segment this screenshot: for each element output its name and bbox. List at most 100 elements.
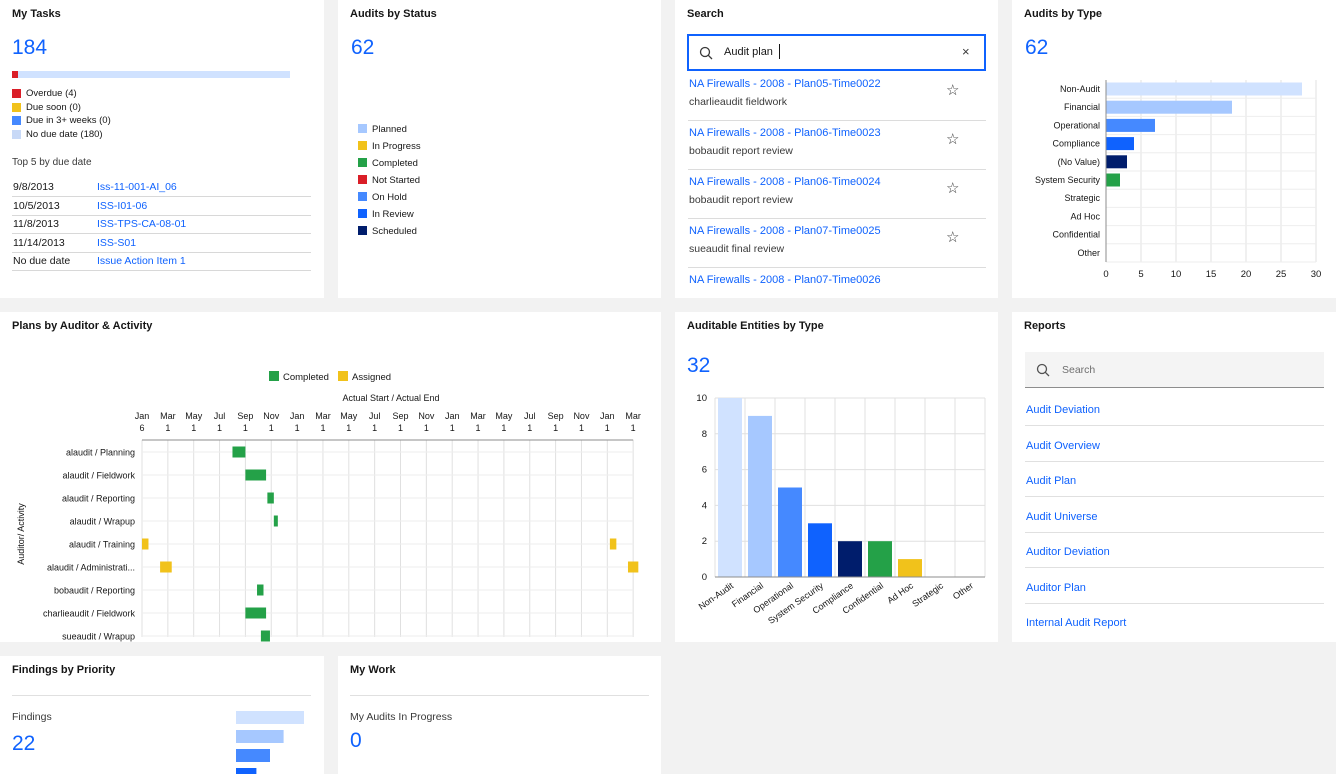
bar <box>808 523 832 577</box>
gantt-bar <box>267 492 274 504</box>
tick-label: 15 <box>1206 269 1217 280</box>
search-box[interactable]: Audit plan × <box>687 34 986 71</box>
tick-month: Jul <box>214 411 226 421</box>
audit-count[interactable]: 62 <box>351 36 375 59</box>
category-label: Non-Audit <box>1060 84 1101 94</box>
report-item[interactable]: Audit Plan <box>1025 461 1324 497</box>
result-title[interactable]: NA Firewalls - 2008 - Plan07-Time0026 <box>689 274 881 286</box>
report-link[interactable]: Auditor Plan <box>1026 581 1086 594</box>
legend-label: Completed <box>283 372 329 383</box>
search-result[interactable]: NA Firewalls - 2008 - Plan07-Time0025 sue… <box>688 218 986 268</box>
my-audits-count[interactable]: 0 <box>350 729 362 752</box>
legend-swatch <box>12 129 21 139</box>
report-link[interactable]: Audit Overview <box>1026 439 1100 452</box>
star-icon[interactable]: ☆ <box>946 82 960 99</box>
tick-day: 1 <box>476 423 481 433</box>
row-label: alaudit / Fieldwork <box>62 471 135 481</box>
tick-month: Nov <box>573 411 590 421</box>
report-link[interactable]: Internal Audit Report <box>1026 617 1127 629</box>
bar <box>898 559 922 577</box>
result-title[interactable]: NA Firewalls - 2008 - Plan06-Time0024 <box>689 176 881 188</box>
tick-month: Mar <box>625 411 641 421</box>
search-result[interactable]: NA Firewalls - 2008 - Plan06-Time0023 bob… <box>688 120 986 170</box>
table-row: 11/14/2013 ISS-S01 <box>12 234 311 253</box>
my-tasks-tile: My Tasks 184 Top 5 by due date Overdue (… <box>0 0 324 298</box>
star-icon[interactable]: ☆ <box>946 180 960 197</box>
row-label: bobaudit / Reporting <box>54 586 135 596</box>
result-title[interactable]: NA Firewalls - 2008 - Plan05-Time0022 <box>689 78 881 90</box>
overdue-fill <box>12 71 19 78</box>
search-result[interactable]: NA Firewalls - 2008 - Plan05-Time0022 cha… <box>688 71 986 121</box>
report-item[interactable]: Audit Deviation <box>1025 390 1324 426</box>
result-title[interactable]: NA Firewalls - 2008 - Plan07-Time0025 <box>689 225 881 237</box>
task-link[interactable]: ISS-I01-06 <box>97 199 148 212</box>
bar <box>236 768 257 774</box>
search-query[interactable]: Audit plan <box>724 46 773 58</box>
legend-label: Due soon (0) <box>26 101 81 113</box>
task-link[interactable]: Issue Action Item 1 <box>97 255 186 267</box>
tick-day: 1 <box>269 423 274 433</box>
tick-label: 20 <box>1241 269 1252 280</box>
legend-label: Scheduled <box>372 226 417 237</box>
tick-day: 1 <box>527 423 532 433</box>
reports-search-box[interactable]: Search <box>1025 352 1324 388</box>
tick-month: May <box>185 411 203 421</box>
legend-swatch <box>269 371 279 381</box>
report-link[interactable]: Auditor Deviation <box>1026 546 1110 558</box>
category-label: Other <box>951 580 975 601</box>
entities-count[interactable]: 32 <box>687 354 711 377</box>
findings-count[interactable]: 22 <box>12 732 36 755</box>
report-item[interactable]: Auditor Plan <box>1025 568 1324 604</box>
tick-day: 1 <box>579 423 584 433</box>
tile-title: My Work <box>350 664 396 676</box>
plans-tile: Plans by Auditor & Activity Completed Ass… <box>0 312 661 642</box>
report-link[interactable]: Audit Universe <box>1026 510 1098 523</box>
tile-title: My Tasks <box>12 8 61 20</box>
tile-title: Audits by Type <box>1024 8 1103 20</box>
report-item[interactable]: Auditor Deviation <box>1025 532 1324 568</box>
search-cursor <box>779 44 780 59</box>
star-icon[interactable]: ☆ <box>946 131 960 148</box>
tile-title: Findings by Priority <box>12 664 116 676</box>
audit-type-count[interactable]: 62 <box>1025 36 1049 59</box>
tick-day: 1 <box>372 423 377 433</box>
report-item[interactable]: Audit Universe <box>1025 497 1324 533</box>
search-result[interactable]: NA Firewalls - 2008 - Plan06-Time0024 bob… <box>688 169 986 219</box>
result-title[interactable]: NA Firewalls - 2008 - Plan06-Time0023 <box>689 127 881 139</box>
category-label: Financial <box>1064 102 1100 112</box>
row-label: alaudit / Administrati... <box>47 563 135 573</box>
legend-label: Planned <box>372 124 407 135</box>
task-count[interactable]: 184 <box>12 36 48 59</box>
bar <box>236 711 304 724</box>
tile-title: Search <box>687 8 724 20</box>
row-label: alaudit / Wrapup <box>70 517 135 527</box>
due-date: 11/14/2013 <box>13 236 65 249</box>
report-item[interactable]: Audit Overview <box>1025 426 1324 462</box>
legend-swatch <box>358 158 367 167</box>
task-legend-item: No due date (180) <box>12 129 103 140</box>
task-legend-item: Overdue (4) <box>12 88 77 99</box>
legend-label: Overdue (4) <box>26 88 77 99</box>
report-link[interactable]: Audit Plan <box>1026 475 1077 487</box>
category-label: Non-Audit <box>697 580 736 611</box>
task-link[interactable]: Iss-11-001-AI_06 <box>97 181 177 193</box>
gantt-bar <box>142 538 149 550</box>
legend-swatch <box>358 124 367 133</box>
row-label: alaudit / Training <box>69 540 135 550</box>
category-label: Ad Hoc <box>1070 211 1100 221</box>
clear-icon[interactable]: × <box>962 44 970 59</box>
table-row: 10/5/2013 ISS-I01-06 <box>12 197 311 216</box>
task-link[interactable]: ISS-S01 <box>97 236 137 249</box>
report-link[interactable]: Audit Deviation <box>1026 404 1100 416</box>
tick-day: 1 <box>631 423 636 433</box>
legend-label: Not Started <box>372 175 420 186</box>
task-link[interactable]: ISS-TPS-CA-08-01 <box>97 218 187 230</box>
tile-title: Auditable Entities by Type <box>687 320 824 332</box>
category-label: Operational <box>1053 120 1100 130</box>
entities-chart: 0246810Non-AuditFinancialOperationalSyst… <box>696 393 986 626</box>
tick-day: 1 <box>553 423 558 433</box>
entities-tile: Auditable Entities by Type 32 0 2 4 6 8 10 Non… <box>675 312 998 642</box>
category-label: System Security <box>1035 175 1101 185</box>
tick-label: 25 <box>1276 269 1287 280</box>
star-icon[interactable]: ☆ <box>946 229 960 246</box>
